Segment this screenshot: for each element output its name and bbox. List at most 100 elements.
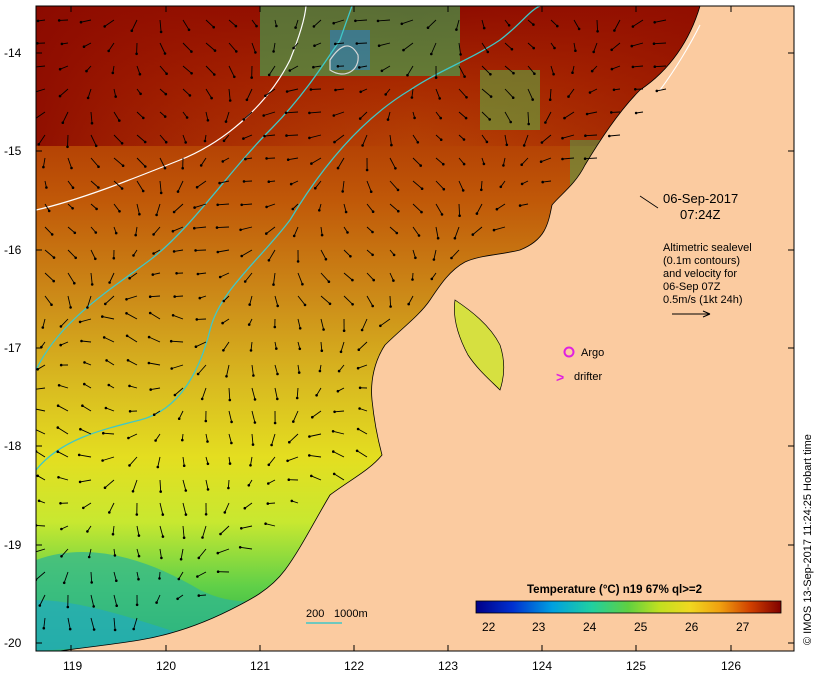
velocity-arrow-head: [77, 453, 81, 457]
velocity-arrow: [136, 525, 140, 536]
colorbar-tick: 27: [736, 620, 750, 634]
velocity-arrow-head: [539, 160, 543, 163]
scale-arrow: [672, 310, 711, 318]
velocity-arrow-head: [314, 186, 317, 190]
drifter-marker: >: [556, 369, 564, 385]
velocity-arrow: [133, 617, 138, 630]
velocity-arrow-head: [74, 256, 77, 260]
velocity-arrow: [159, 42, 166, 54]
velocity-arrow-head: [184, 513, 188, 516]
velocity-arrow-head: [147, 361, 151, 365]
date-label: 06-Sep-2017: [663, 191, 738, 206]
velocity-arrow: [182, 456, 185, 466]
velocity-arrow-head: [440, 213, 444, 216]
velocity-arrow-head: [308, 435, 311, 438]
colorbar-tick: 23: [532, 620, 546, 634]
velocity-arrow-head: [137, 534, 141, 537]
velocity-arrow-head: [144, 165, 147, 168]
velocity-arrow: [320, 341, 323, 351]
velocity-arrow: [172, 226, 184, 232]
velocity-arrow-head: [289, 182, 293, 186]
velocity-arrow: [366, 203, 374, 212]
velocity-arrow-head: [32, 407, 35, 410]
velocity-arrow-head: [173, 295, 176, 298]
velocity-arrow: [171, 364, 184, 369]
altimetry-line: Altimetric sealevel: [663, 242, 752, 254]
velocity-arrow-head: [356, 427, 360, 431]
velocity-arrow: [412, 203, 422, 213]
velocity-arrow-head: [655, 89, 659, 93]
velocity-arrow: [309, 433, 322, 437]
velocity-arrow: [387, 111, 391, 120]
velocity-arrow: [38, 134, 46, 145]
velocity-arrow: [90, 272, 93, 285]
velocity-arrow-head: [196, 272, 200, 276]
velocity-arrow-head: [181, 166, 184, 170]
velocity-arrow: [126, 335, 138, 343]
velocity-arrow-head: [284, 111, 288, 115]
velocity-arrow-head: [120, 142, 124, 145]
velocity-arrow-head: [276, 397, 279, 401]
velocity-arrow-head: [333, 140, 336, 144]
velocity-arrow-head: [171, 314, 175, 317]
velocity-arrow-head: [462, 162, 466, 166]
velocity-arrow-head: [206, 488, 210, 491]
velocity-arrow-head: [78, 320, 82, 324]
velocity-arrow: [435, 88, 441, 99]
velocity-arrow-head: [652, 42, 656, 45]
velocity-arrow-head: [360, 328, 364, 332]
velocity-arrow: [361, 318, 368, 331]
velocity-arrow-head: [223, 511, 227, 514]
velocity-arrow-head: [105, 359, 108, 362]
velocity-arrow: [596, 19, 599, 32]
colorbar: Temperature (°C) n19 67% ql>=2 22 23 24 …: [475, 584, 782, 634]
velocity-arrow-head: [571, 71, 574, 74]
velocity-arrow: [335, 42, 345, 45]
velocity-arrow-head: [230, 420, 233, 424]
velocity-arrow: [36, 111, 46, 119]
velocity-arrow-head: [548, 98, 552, 101]
velocity-arrow: [458, 42, 462, 55]
velocity-arrow-head: [171, 229, 175, 233]
velocity-arrow-head: [336, 389, 340, 393]
velocity-arrow-head: [356, 366, 360, 370]
velocity-arrow: [320, 226, 323, 236]
velocity-arrow-head: [95, 207, 98, 211]
velocity-arrow: [427, 19, 437, 29]
velocity-arrow-head: [267, 180, 271, 183]
velocity-arrow-head: [336, 166, 340, 170]
velocity-arrow: [412, 157, 422, 166]
velocity-arrow: [542, 180, 552, 183]
velocity-arrow: [197, 364, 207, 375]
velocity-arrow: [609, 134, 621, 137]
velocity-arrow-head: [210, 96, 213, 100]
velocity-arrow-head: [184, 141, 187, 144]
velocity-arrow-head: [128, 464, 131, 467]
velocity-arrow-head: [222, 299, 226, 303]
velocity-arrow: [380, 318, 391, 327]
velocity-arrow-head: [286, 158, 290, 161]
velocity-arrow-head: [71, 207, 74, 210]
velocity-arrow: [109, 272, 115, 283]
velocity-arrow: [389, 203, 399, 212]
velocity-arrow-head: [276, 372, 279, 376]
velocity-arrow-head: [239, 228, 242, 232]
velocity-arrow-head: [66, 605, 70, 609]
velocity-arrow-head: [492, 228, 496, 232]
velocity-arrow: [228, 88, 231, 101]
velocity-arrow-head: [267, 73, 271, 77]
velocity-arrow: [90, 617, 95, 630]
velocity-arrow-head: [221, 321, 224, 325]
depth-label-200: 200: [306, 608, 324, 620]
velocity-arrow-head: [139, 92, 142, 96]
velocity-arrow: [136, 180, 144, 192]
velocity-arrow: [435, 226, 439, 239]
velocity-arrow: [198, 548, 207, 559]
velocity-arrow-head: [313, 44, 316, 47]
velocity-arrow: [296, 387, 299, 399]
velocity-arrow: [105, 407, 115, 412]
velocity-arrow-head: [111, 71, 115, 75]
velocity-arrow-head: [92, 605, 95, 608]
velocity-arrow: [311, 475, 322, 481]
velocity-arrow: [251, 410, 256, 423]
